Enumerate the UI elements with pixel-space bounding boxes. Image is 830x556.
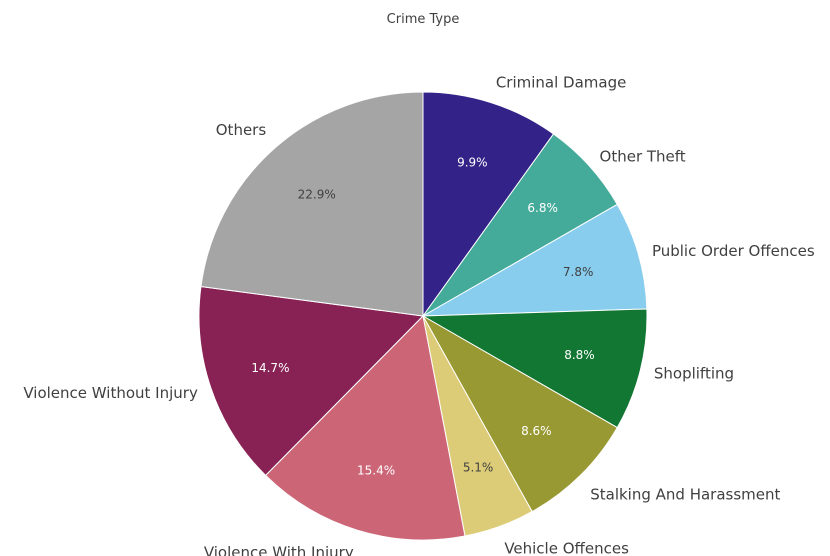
category-label-others: Others: [216, 121, 267, 139]
category-label-stalking-and-harassment: Stalking And Harassment: [590, 485, 780, 503]
chart-title: Crime Type: [387, 12, 460, 27]
category-label-public-order-offences: Public Order Offences: [652, 242, 815, 260]
pct-label-violence-with-injury: 15.4%: [357, 463, 395, 477]
pct-label-stalking-and-harassment: 8.6%: [521, 424, 552, 438]
category-label-criminal-damage: Criminal Damage: [496, 73, 627, 91]
pct-label-shoplifting: 8.8%: [564, 348, 595, 362]
category-label-vehicle-offences: Vehicle Offences: [504, 540, 629, 556]
pie-slice-others[interactable]: [200, 91, 424, 317]
pie-slice-stalking-and-harassment[interactable]: [421, 314, 618, 513]
category-label-violence-without-injury: Violence Without Injury: [23, 384, 198, 402]
pct-label-other-theft: 6.8%: [527, 201, 558, 215]
pct-label-others: 22.9%: [298, 188, 336, 202]
category-label-violence-with-injury: Violence With Injury: [204, 544, 354, 556]
pie-slice-violence-without-injury[interactable]: [198, 285, 425, 477]
pie-slices: [198, 91, 648, 541]
pct-label-criminal-damage: 9.9%: [457, 155, 488, 169]
pct-label-public-order-offences: 7.8%: [563, 265, 594, 279]
category-labels: Criminal Damage Other Theft Public Order O…: [23, 73, 815, 556]
pie-slice-violence-with-injury[interactable]: [264, 314, 466, 541]
pct-label-violence-without-injury: 14.7%: [251, 361, 289, 375]
pie-slice-shoplifting[interactable]: [421, 308, 648, 429]
category-label-other-theft: Other Theft: [600, 147, 686, 165]
percentage-labels: 9.9% 6.8% 7.8% 8.8% 8.6% 5.1% 15.4% 14.7% 22.9%: [251, 155, 594, 477]
pie-slice-public-order-offences[interactable]: [422, 203, 648, 317]
pie-slice-criminal-damage[interactable]: [422, 91, 555, 318]
pct-label-vehicle-offences: 5.1%: [463, 461, 494, 475]
category-label-shoplifting: Shoplifting: [654, 365, 734, 383]
